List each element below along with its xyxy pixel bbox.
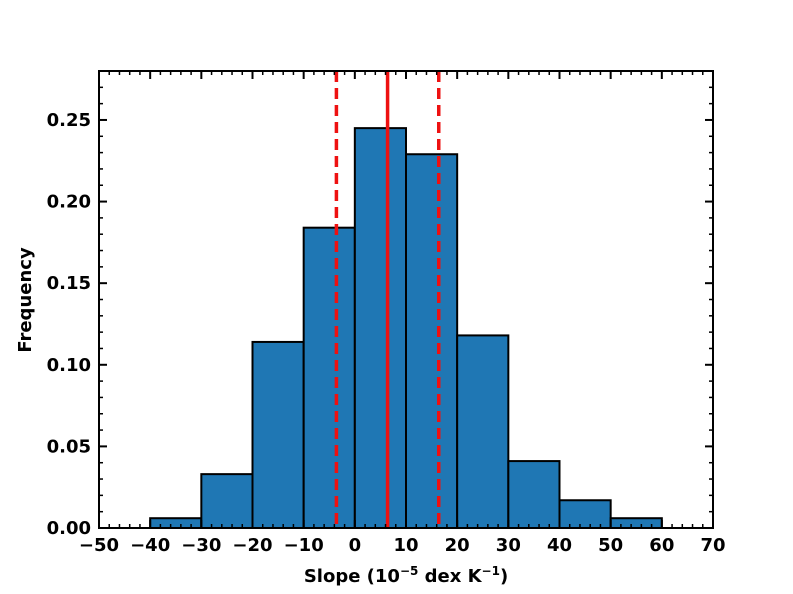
- x-tick-label: 50: [598, 535, 623, 556]
- histogram-bars: [149, 127, 663, 530]
- x-tick-label: −10: [284, 535, 324, 556]
- x-tick-label: 70: [700, 535, 725, 556]
- y-tick-label: 0.10: [47, 355, 91, 376]
- y-tick-label: 0.25: [47, 110, 91, 131]
- x-tick-label: 0: [349, 535, 362, 556]
- histogram-bar: [558, 499, 612, 529]
- y-tick-label: 0.15: [47, 273, 91, 294]
- x-tick-label: 20: [445, 535, 470, 556]
- histogram-bar: [609, 517, 663, 530]
- x-tick-label: 40: [547, 535, 572, 556]
- x-tick-labels: −50 −40 −30 −20 −10 0 10 20 30 40 50 60 70: [79, 535, 726, 556]
- reference-lines: [334, 71, 441, 528]
- x-tick-label: −50: [79, 535, 119, 556]
- histogram-bar: [251, 340, 305, 529]
- x-tick-label: 10: [393, 535, 418, 556]
- histogram-bar: [507, 460, 561, 530]
- x-tick-label: 30: [496, 535, 521, 556]
- y-tick-label: 0.05: [47, 436, 91, 457]
- x-tick-label: 60: [649, 535, 674, 556]
- histogram-bar: [353, 127, 408, 529]
- histogram-bar: [405, 153, 459, 529]
- y-axis-title: Frequency: [15, 247, 36, 353]
- x-tick-label: −40: [130, 535, 170, 556]
- histogram-bar: [456, 334, 510, 529]
- y-tick-labels: 0.00 0.05 0.10 0.15 0.20 0.25: [47, 110, 91, 539]
- histogram-bar: [302, 226, 356, 530]
- y-tick-label: 0.00: [47, 518, 91, 539]
- histogram-bar: [200, 473, 254, 529]
- x-tick-label: −20: [232, 535, 272, 556]
- x-axis-title: Slope (10−5 dex K−1): [304, 564, 508, 587]
- plot-frame: [98, 70, 714, 529]
- x-tick-label: −30: [181, 535, 221, 556]
- y-tick-label: 0.20: [47, 192, 91, 213]
- histogram-bar: [149, 517, 203, 530]
